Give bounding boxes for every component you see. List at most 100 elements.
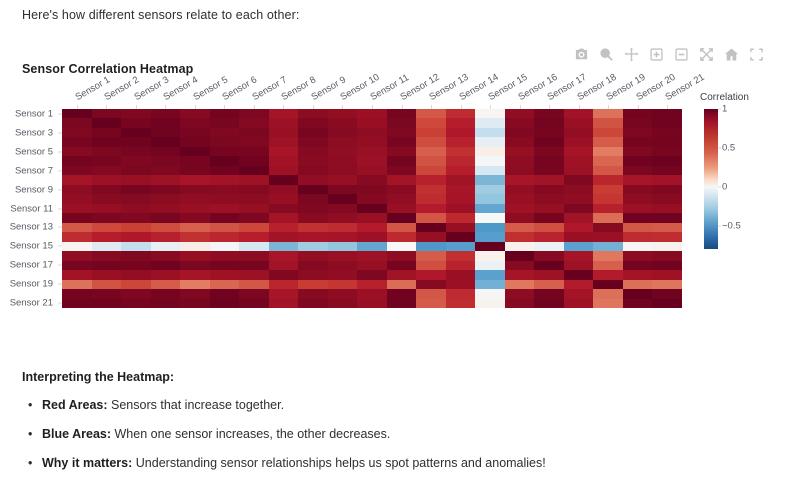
heatmap-cell[interactable] [386, 203, 417, 214]
heatmap-cell[interactable] [475, 137, 505, 147]
heatmap-cell[interactable] [534, 270, 564, 280]
heatmap-cell[interactable] [475, 270, 505, 280]
pan-icon[interactable] [623, 46, 639, 62]
heatmap-cell[interactable] [180, 137, 210, 147]
heatmap-cell[interactable] [209, 203, 240, 214]
heatmap-cell[interactable] [62, 213, 92, 223]
heatmap-cell[interactable] [416, 184, 446, 195]
heatmap-cell[interactable] [91, 251, 122, 261]
heatmap-cell[interactable] [386, 279, 417, 290]
heatmap-cell[interactable] [475, 127, 505, 138]
heatmap-cell[interactable] [91, 127, 122, 138]
heatmap-cell[interactable] [209, 241, 240, 252]
heatmap-cell[interactable] [445, 279, 476, 290]
heatmap-cell[interactable] [91, 232, 122, 242]
heatmap-cell[interactable] [593, 194, 623, 204]
heatmap-cell[interactable] [298, 241, 328, 252]
heatmap-cell[interactable] [563, 279, 594, 290]
heatmap-cell[interactable] [563, 118, 594, 128]
heatmap-cell[interactable] [62, 127, 92, 138]
heatmap-cell[interactable] [534, 109, 564, 119]
heatmap-cell[interactable] [327, 213, 358, 223]
heatmap-cell[interactable] [445, 194, 476, 204]
heatmap-cell[interactable] [150, 222, 181, 233]
heatmap-cell[interactable] [91, 175, 122, 185]
heatmap-cell[interactable] [327, 175, 358, 185]
heatmap-cell[interactable] [209, 165, 240, 176]
heatmap-cell[interactable] [327, 137, 358, 147]
heatmap-cell[interactable] [91, 270, 122, 280]
heatmap-cell[interactable] [475, 203, 505, 214]
heatmap-cell[interactable] [121, 213, 151, 223]
heatmap-cell[interactable] [504, 222, 535, 233]
heatmap-cell[interactable] [652, 203, 682, 214]
heatmap-cell[interactable] [504, 241, 535, 252]
heatmap-cell[interactable] [327, 165, 358, 176]
heatmap-cell[interactable] [593, 165, 623, 176]
heatmap-cell[interactable] [298, 298, 328, 308]
heatmap-cell[interactable] [209, 222, 240, 233]
heatmap-cell[interactable] [534, 118, 564, 128]
heatmap-cell[interactable] [622, 146, 653, 157]
heatmap-cell[interactable] [150, 203, 181, 214]
heatmap-cell[interactable] [150, 175, 181, 185]
heatmap-cell[interactable] [563, 203, 594, 214]
heatmap-cell[interactable] [504, 298, 535, 308]
heatmap-cell[interactable] [563, 127, 594, 138]
heatmap-cell[interactable] [298, 127, 328, 138]
heatmap-cell[interactable] [268, 146, 299, 157]
heatmap-cell[interactable] [150, 137, 181, 147]
heatmap-cell[interactable] [268, 270, 299, 280]
heatmap-cell[interactable] [622, 232, 653, 242]
heatmap-cell[interactable] [652, 194, 682, 204]
heatmap-cell[interactable] [416, 241, 446, 252]
heatmap-cell[interactable] [593, 222, 623, 233]
heatmap-cell[interactable] [239, 184, 269, 195]
heatmap-cell[interactable] [534, 127, 564, 138]
heatmap-cell[interactable] [445, 146, 476, 157]
heatmap-cell[interactable] [593, 213, 623, 223]
heatmap-cell[interactable] [327, 203, 358, 214]
heatmap-cell[interactable] [534, 298, 564, 308]
heatmap-cell[interactable] [416, 232, 446, 242]
heatmap-cell[interactable] [652, 241, 682, 252]
heatmap-cell[interactable] [209, 156, 240, 166]
heatmap-cell[interactable] [327, 127, 358, 138]
heatmap-cell[interactable] [91, 146, 122, 157]
heatmap-cell[interactable] [445, 241, 476, 252]
heatmap-cell[interactable] [357, 270, 387, 280]
heatmap-cell[interactable] [209, 184, 240, 195]
heatmap-cell[interactable] [652, 156, 682, 166]
heatmap-cell[interactable] [209, 213, 240, 223]
heatmap-cell[interactable] [416, 137, 446, 147]
heatmap-cell[interactable] [91, 118, 122, 128]
heatmap-cell[interactable] [386, 270, 417, 280]
heatmap-cell[interactable] [357, 241, 387, 252]
heatmap-cell[interactable] [180, 127, 210, 138]
heatmap-cell[interactable] [504, 118, 535, 128]
heatmap-cell[interactable] [445, 156, 476, 166]
heatmap-cell[interactable] [298, 165, 328, 176]
heatmap-cell[interactable] [150, 194, 181, 204]
heatmap-cell[interactable] [327, 260, 358, 271]
heatmap-cell[interactable] [268, 184, 299, 195]
heatmap-cell[interactable] [504, 232, 535, 242]
heatmap-cell[interactable] [150, 184, 181, 195]
heatmap-cell[interactable] [121, 156, 151, 166]
heatmap-cell[interactable] [652, 222, 682, 233]
heatmap-cell[interactable] [475, 222, 505, 233]
heatmap-cell[interactable] [298, 175, 328, 185]
heatmap-cell[interactable] [91, 137, 122, 147]
heatmap-cell[interactable] [121, 127, 151, 138]
heatmap-cell[interactable] [357, 109, 387, 119]
heatmap-cell[interactable] [475, 260, 505, 271]
heatmap-cell[interactable] [445, 184, 476, 195]
heatmap-cell[interactable] [504, 165, 535, 176]
heatmap-cell[interactable] [62, 241, 92, 252]
heatmap-cell[interactable] [652, 137, 682, 147]
heatmap-cell[interactable] [298, 146, 328, 157]
heatmap-cell[interactable] [121, 146, 151, 157]
heatmap-cell[interactable] [121, 118, 151, 128]
heatmap-cell[interactable] [386, 137, 417, 147]
heatmap-cell[interactable] [91, 298, 122, 308]
